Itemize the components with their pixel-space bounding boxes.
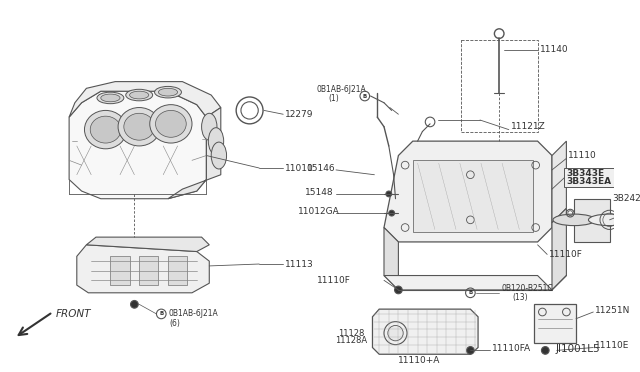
Ellipse shape — [118, 108, 160, 146]
Text: 3B343E: 3B343E — [566, 169, 605, 178]
Polygon shape — [168, 108, 221, 199]
Ellipse shape — [84, 110, 127, 149]
Polygon shape — [110, 256, 129, 285]
Circle shape — [541, 347, 549, 354]
Text: 0B120-B251C: 0B120-B251C — [501, 283, 553, 292]
Polygon shape — [372, 309, 478, 354]
Text: 11110: 11110 — [568, 151, 597, 160]
Text: 11140: 11140 — [540, 45, 568, 54]
Text: 11121Z: 11121Z — [511, 122, 545, 131]
Ellipse shape — [553, 214, 595, 225]
Polygon shape — [574, 199, 609, 242]
Polygon shape — [69, 91, 206, 199]
Text: 3B343EA: 3B343EA — [566, 177, 611, 186]
Circle shape — [394, 286, 402, 294]
Polygon shape — [384, 276, 552, 290]
Ellipse shape — [124, 113, 154, 140]
Text: 11251N: 11251N — [595, 305, 630, 315]
Text: 11110+A: 11110+A — [398, 356, 441, 365]
Polygon shape — [552, 141, 566, 223]
Text: 11012GA: 11012GA — [298, 207, 339, 216]
Polygon shape — [86, 237, 209, 251]
Text: B: B — [159, 311, 163, 317]
Ellipse shape — [202, 113, 217, 140]
Bar — [564, 168, 614, 187]
Ellipse shape — [588, 214, 630, 225]
Text: 11110F: 11110F — [317, 276, 351, 285]
Circle shape — [131, 301, 138, 308]
Text: FRONT: FRONT — [56, 309, 91, 319]
Polygon shape — [384, 228, 398, 290]
Text: 11113: 11113 — [285, 260, 314, 269]
Text: (13): (13) — [513, 293, 528, 302]
Ellipse shape — [100, 94, 120, 102]
Polygon shape — [69, 81, 221, 117]
Ellipse shape — [129, 91, 148, 99]
Ellipse shape — [125, 89, 152, 101]
Text: 3B242: 3B242 — [612, 194, 640, 203]
Text: 11010: 11010 — [285, 164, 314, 173]
Circle shape — [388, 326, 403, 341]
Text: 0B1AB-6J21A: 0B1AB-6J21A — [169, 310, 219, 318]
Circle shape — [467, 347, 474, 354]
Ellipse shape — [211, 142, 227, 169]
Text: 11128A: 11128A — [335, 336, 367, 345]
Text: 15146: 15146 — [307, 164, 336, 173]
Text: 12279: 12279 — [285, 110, 314, 119]
Circle shape — [386, 191, 392, 197]
Circle shape — [388, 210, 394, 216]
Text: B: B — [468, 290, 472, 295]
Ellipse shape — [90, 116, 121, 143]
Text: 0B1AB-6J21A: 0B1AB-6J21A — [317, 85, 367, 94]
Text: (1): (1) — [328, 94, 339, 103]
Ellipse shape — [156, 110, 186, 137]
Text: 11128: 11128 — [339, 328, 365, 338]
Ellipse shape — [208, 128, 223, 155]
Ellipse shape — [154, 86, 181, 98]
Text: JI1001L5: JI1001L5 — [556, 344, 600, 354]
Bar — [461, 40, 538, 132]
Polygon shape — [552, 208, 566, 290]
Text: B: B — [363, 93, 367, 99]
Polygon shape — [77, 245, 209, 293]
Text: (6): (6) — [169, 319, 180, 328]
Polygon shape — [534, 304, 576, 343]
Polygon shape — [384, 141, 552, 242]
Polygon shape — [168, 256, 187, 285]
Text: 11110F: 11110F — [549, 250, 583, 259]
Ellipse shape — [97, 92, 124, 104]
Text: 11110FA: 11110FA — [492, 344, 531, 353]
Text: 11110E: 11110E — [595, 341, 630, 350]
Ellipse shape — [158, 88, 177, 96]
Text: 15148: 15148 — [305, 187, 334, 196]
Polygon shape — [139, 256, 158, 285]
Polygon shape — [413, 160, 532, 232]
Ellipse shape — [150, 105, 192, 143]
